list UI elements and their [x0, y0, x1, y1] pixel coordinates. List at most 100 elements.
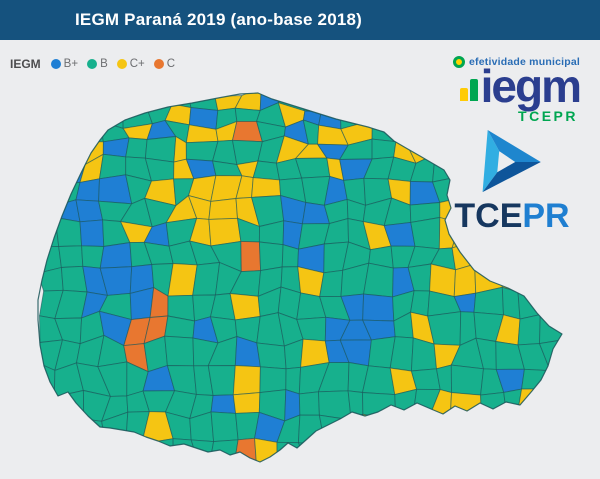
municipality-cell	[538, 418, 562, 444]
iegm-wordmark: iegm	[480, 60, 582, 112]
municipality-cell	[539, 314, 562, 345]
municipality-cell	[38, 387, 55, 419]
municipality-cell	[362, 413, 397, 437]
header-bar: IEGM Paraná 2019 (ano-base 2018)	[0, 0, 600, 40]
municipality-cell	[361, 93, 391, 106]
municipality-cell	[232, 365, 261, 396]
bar-chart-icon	[459, 78, 478, 101]
municipality-cell	[141, 438, 174, 462]
legend: IEGM B+ B C+ C	[10, 57, 175, 71]
municipality-cell	[493, 239, 519, 274]
municipality-cell	[252, 160, 280, 181]
municipality-cell	[395, 122, 417, 144]
municipality-cell	[53, 109, 88, 122]
municipality-cell	[254, 437, 278, 462]
legend-item-b+: B+	[50, 58, 79, 70]
municipality-cell	[76, 93, 102, 111]
municipality-cell	[101, 443, 127, 462]
municipality-cell	[538, 442, 562, 462]
green-bar-icon	[469, 78, 478, 101]
municipality-cell	[281, 244, 299, 268]
municipality-cell	[451, 238, 480, 271]
municipality-cell	[192, 262, 221, 296]
municipality-cell	[65, 136, 86, 165]
legend-item-label: B	[100, 58, 108, 70]
legend-dot-icon	[153, 59, 164, 69]
municipality-cell	[79, 219, 105, 247]
municipality-cell	[342, 435, 374, 462]
municipality-cell	[394, 388, 418, 423]
municipality-cell	[371, 119, 397, 143]
municipality-cell	[435, 443, 461, 462]
municipality-cell	[548, 360, 562, 391]
legend-item-c: C	[153, 58, 176, 70]
tcepr-logo: TCEPR	[432, 130, 592, 233]
municipality-cell	[411, 105, 438, 127]
municipality-cell	[393, 413, 417, 444]
municipality-cell	[538, 243, 562, 271]
municipality-cell	[362, 365, 396, 396]
municipality-cell	[339, 93, 365, 106]
legend-dot-icon	[116, 59, 127, 69]
municipality-cell	[125, 137, 148, 159]
iegm-tagline-text: efetividade municipal	[469, 56, 580, 68]
municipality-cell	[518, 438, 549, 462]
yellow-bar-icon	[459, 87, 468, 101]
municipality-cell	[320, 93, 346, 112]
municipality-cell	[232, 392, 261, 414]
municipality-cell	[99, 242, 133, 269]
municipality-cell	[121, 93, 151, 111]
iegm-suffix-text: TCEPR	[518, 107, 578, 124]
municipality-cell	[449, 411, 482, 446]
municipality-cell	[38, 119, 67, 145]
legend-item-label: C	[166, 58, 176, 70]
municipality-cell	[256, 342, 287, 370]
municipality-cell	[210, 394, 237, 414]
blue-triangle-logo-icon	[482, 130, 541, 193]
municipality-cell	[78, 439, 106, 462]
municipality-cell	[548, 388, 562, 421]
municipality-cell	[80, 106, 102, 122]
municipality-cell	[517, 265, 543, 294]
municipality-cell	[121, 443, 148, 462]
municipality-cell	[77, 120, 104, 143]
iegm-wordmark-row: iegm	[459, 60, 582, 112]
municipality-cell	[53, 412, 85, 445]
page-title: IEGM Paraná 2019 (ano-base 2018)	[75, 10, 363, 29]
municipality-cell	[297, 442, 329, 462]
municipality-cell	[58, 245, 84, 268]
municipality-cell	[363, 262, 394, 298]
municipality-cell	[234, 107, 261, 122]
municipality-cell	[210, 411, 239, 443]
municipality-cell	[99, 106, 124, 129]
municipality-cell	[53, 119, 81, 142]
municipality-cell	[58, 94, 88, 111]
municipality-cell	[38, 175, 65, 206]
municipality-cell	[517, 239, 550, 268]
municipality-cell	[56, 439, 85, 462]
municipality-cell	[38, 412, 58, 445]
municipality-cell	[38, 105, 60, 123]
iegm-tagline-row: efetividade municipal	[453, 56, 580, 68]
municipality-cell	[412, 413, 437, 445]
municipality-cell	[97, 93, 124, 111]
municipality-cell	[502, 413, 523, 444]
legend-items: B+ B C+ C	[50, 58, 176, 70]
municipality-cell	[410, 368, 441, 391]
municipality-cell	[78, 418, 106, 444]
municipality-cell	[385, 93, 413, 112]
municipality-cell	[38, 93, 60, 111]
municipality-cell	[494, 438, 523, 462]
municipality-cell	[538, 265, 562, 294]
pr-text: PR	[522, 197, 570, 235]
municipality-cell	[164, 335, 195, 367]
municipality-cell	[480, 411, 507, 444]
municipality-cell	[451, 442, 484, 462]
municipality-cell	[408, 93, 438, 112]
municipality-cell	[251, 177, 282, 198]
iegm-logo: efetividade municipal iegm TCEPR	[453, 56, 582, 124]
legend-item-label: B+	[63, 58, 79, 70]
municipality-cell	[539, 292, 562, 316]
municipality-cell	[347, 413, 367, 443]
municipality-cell	[362, 293, 395, 322]
